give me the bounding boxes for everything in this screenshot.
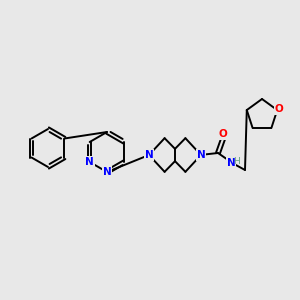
Text: N: N (196, 150, 206, 160)
Text: N: N (85, 157, 94, 167)
Text: N: N (103, 167, 111, 177)
Text: O: O (275, 104, 284, 114)
Text: N: N (226, 158, 236, 168)
Text: H: H (233, 157, 240, 166)
Text: O: O (219, 129, 227, 139)
Text: N: N (145, 150, 153, 160)
